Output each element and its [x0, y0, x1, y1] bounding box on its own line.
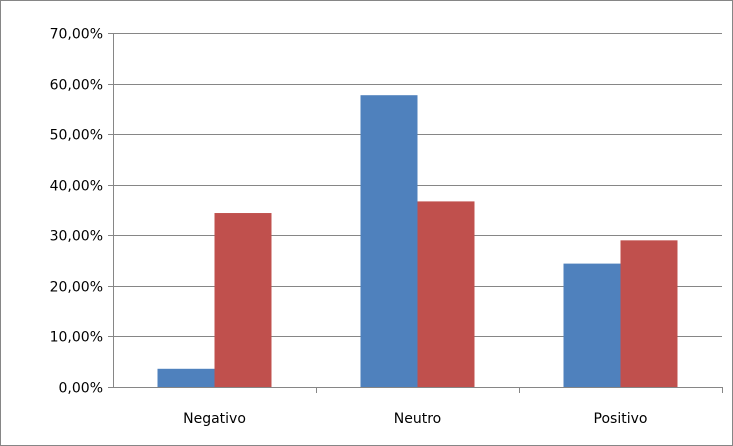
bar-positivo-series-1 — [563, 263, 621, 387]
y-tick-label: 0,00% — [59, 381, 103, 397]
axes — [108, 33, 723, 393]
y-tick-label: 50,00% — [50, 128, 103, 144]
bar-neutro-series-2 — [417, 201, 475, 387]
y-tick-label: 10,00% — [50, 330, 103, 346]
y-tick-label: 60,00% — [50, 78, 103, 94]
x-category-label: Positivo — [594, 411, 648, 427]
y-tick-label: 40,00% — [50, 179, 103, 195]
x-category-label: Neutro — [394, 411, 441, 427]
bar-negativo-series-1 — [157, 368, 215, 387]
y-tick-labels: 0,00% 10,00% 20,00% 30,00% 40,00% 50,00% 60,00… — [50, 27, 103, 397]
y-tick-label: 20,00% — [50, 280, 103, 296]
y-tick-label: 30,00% — [50, 229, 103, 245]
bar-positivo-series-2 — [620, 240, 678, 387]
y-tick-label: 70,00% — [50, 27, 103, 43]
x-category-labels: Negativo Neutro Positivo — [183, 411, 647, 427]
bar-negativo-series-2 — [214, 213, 272, 387]
bar-neutro-series-1 — [360, 95, 418, 388]
x-category-label: Negativo — [183, 411, 246, 427]
bars — [157, 95, 678, 388]
